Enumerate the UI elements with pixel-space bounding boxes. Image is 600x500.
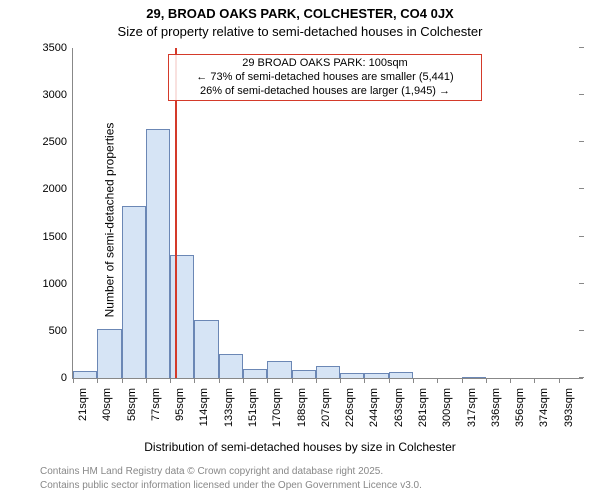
- annotation-box: 29 BROAD OAKS PARK: 100sqm ← 73% of semi…: [168, 54, 482, 101]
- x-tick-label: 188sqm: [296, 384, 308, 427]
- x-tick-label: 263sqm: [393, 384, 405, 427]
- x-tick-label: 58sqm: [126, 384, 138, 421]
- histogram-bar: [243, 369, 267, 378]
- property-size-chart: 29, BROAD OAKS PARK, COLCHESTER, CO4 0JX…: [0, 0, 600, 500]
- x-tick-mark: [243, 378, 244, 383]
- x-tick-label: 244sqm: [368, 384, 380, 427]
- y-tick-label: 2500: [43, 136, 73, 148]
- y-tick-label: 3000: [43, 89, 73, 101]
- x-tick-mark: [267, 378, 268, 383]
- y-tick-mark: [579, 188, 584, 189]
- y-tick-mark: [579, 141, 584, 142]
- annotation-line-1: 29 BROAD OAKS PARK: 100sqm: [175, 57, 475, 71]
- x-tick-mark: [146, 378, 147, 383]
- x-tick-mark: [534, 378, 535, 383]
- x-tick-label: 40sqm: [101, 384, 113, 421]
- y-tick-mark: [579, 283, 584, 284]
- annotation-line-2: ← 73% of semi-detached houses are smalle…: [175, 71, 475, 85]
- x-tick-label: 374sqm: [538, 384, 550, 427]
- histogram-bar: [194, 320, 218, 378]
- x-tick-label: 393sqm: [563, 384, 575, 427]
- y-tick-label: 0: [61, 372, 73, 384]
- x-tick-label: 151sqm: [247, 384, 259, 427]
- y-tick-label: 1000: [43, 278, 73, 290]
- histogram-bar: [462, 377, 486, 378]
- histogram-bar: [146, 129, 170, 378]
- x-tick-mark: [486, 378, 487, 383]
- histogram-bar: [170, 255, 194, 378]
- y-tick-mark: [579, 377, 584, 378]
- x-tick-mark: [97, 378, 98, 383]
- x-tick-mark: [194, 378, 195, 383]
- x-tick-label: 77sqm: [150, 384, 162, 421]
- histogram-bar: [73, 371, 97, 378]
- histogram-bar: [364, 373, 388, 378]
- annotation-line-3: 26% of semi-detached houses are larger (…: [175, 85, 475, 99]
- x-tick-mark: [316, 378, 317, 383]
- x-tick-label: 281sqm: [417, 384, 429, 427]
- footer-line-2: Contains public sector information licen…: [40, 480, 422, 491]
- histogram-bar: [389, 372, 413, 378]
- x-tick-label: 336sqm: [490, 384, 502, 427]
- histogram-bar: [292, 370, 316, 378]
- y-tick-label: 500: [49, 325, 73, 337]
- histogram-bar: [267, 361, 291, 378]
- x-axis-label: Distribution of semi-detached houses by …: [0, 440, 600, 454]
- x-tick-mark: [364, 378, 365, 383]
- histogram-bar: [340, 373, 364, 378]
- x-tick-label: 133sqm: [223, 384, 235, 427]
- y-tick-mark: [579, 94, 584, 95]
- x-tick-label: 21sqm: [77, 384, 89, 421]
- x-tick-mark: [73, 378, 74, 383]
- footer-line-1: Contains HM Land Registry data © Crown c…: [40, 466, 383, 477]
- x-tick-label: 300sqm: [441, 384, 453, 427]
- x-tick-mark: [219, 378, 220, 383]
- x-tick-mark: [462, 378, 463, 383]
- x-tick-label: 226sqm: [344, 384, 356, 427]
- histogram-bar: [122, 206, 146, 378]
- y-tick-label: 2000: [43, 183, 73, 195]
- x-tick-label: 95sqm: [174, 384, 186, 421]
- x-tick-label: 114sqm: [198, 384, 210, 426]
- x-tick-mark: [389, 378, 390, 383]
- x-tick-mark: [413, 378, 414, 383]
- histogram-bar: [316, 366, 340, 378]
- y-tick-mark: [579, 330, 584, 331]
- x-tick-mark: [559, 378, 560, 383]
- x-tick-label: 170sqm: [271, 384, 283, 427]
- x-tick-mark: [122, 378, 123, 383]
- y-tick-label: 3500: [43, 42, 73, 54]
- y-tick-label: 1500: [43, 231, 73, 243]
- x-tick-label: 356sqm: [514, 384, 526, 427]
- histogram-bar: [97, 329, 121, 378]
- x-tick-label: 207sqm: [320, 384, 332, 427]
- y-tick-mark: [579, 47, 584, 48]
- chart-title-address: 29, BROAD OAKS PARK, COLCHESTER, CO4 0JX: [0, 6, 600, 21]
- x-tick-mark: [437, 378, 438, 383]
- y-tick-mark: [579, 236, 584, 237]
- x-tick-mark: [170, 378, 171, 383]
- x-tick-mark: [292, 378, 293, 383]
- x-tick-mark: [340, 378, 341, 383]
- chart-title-subtitle: Size of property relative to semi-detach…: [0, 24, 600, 39]
- x-tick-label: 317sqm: [466, 384, 478, 427]
- histogram-bar: [219, 354, 243, 378]
- x-tick-mark: [510, 378, 511, 383]
